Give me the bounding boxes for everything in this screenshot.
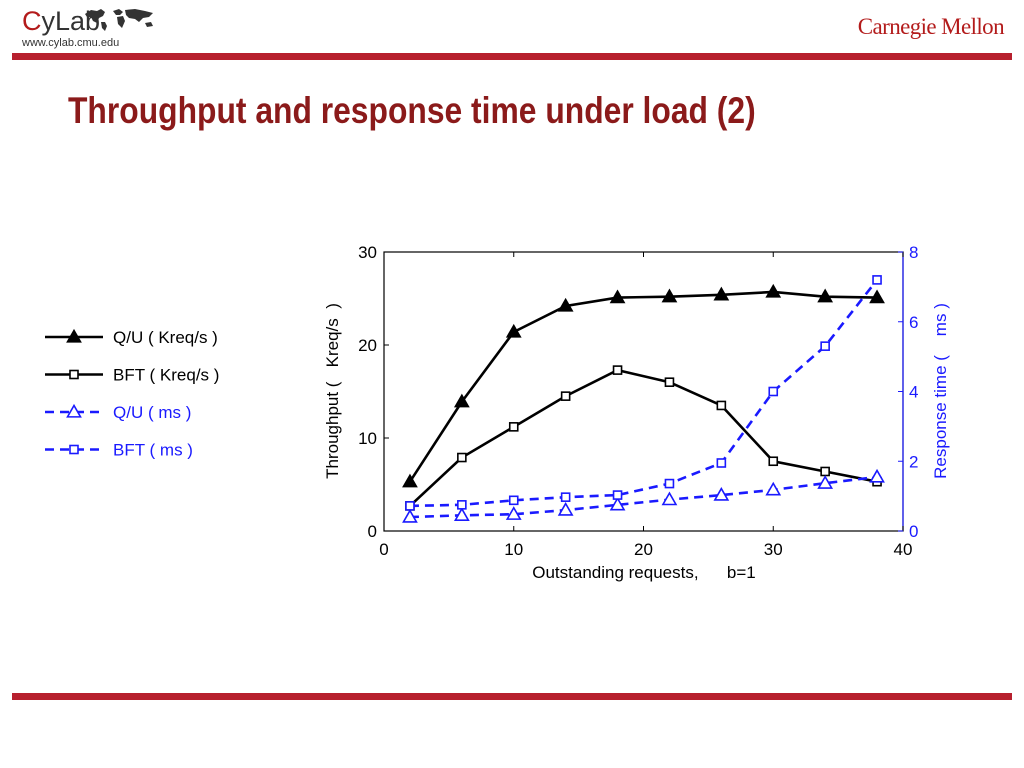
y-right-tick-label: 6 [909, 313, 918, 332]
world-map-icon [85, 9, 153, 31]
data-point-q-u-ms [661, 491, 678, 506]
data-point-q-u-ms [557, 501, 574, 516]
data-point-q-u-ms [713, 486, 730, 501]
x-tick-label: 0 [379, 540, 388, 559]
x-axis-label: Outstanding requests, b=1 [532, 563, 756, 582]
data-point-bft-ms [872, 275, 882, 285]
data-point-bft-ms [560, 492, 571, 502]
data-point-bft-kreq-s [716, 400, 727, 411]
series-line-bft-kreq-s [409, 368, 878, 507]
y-right-tick-label: 8 [909, 243, 918, 262]
legend-marker-bft-ms [69, 444, 79, 455]
y-right-tick-label: 4 [909, 383, 918, 402]
x-tick-label: 40 [894, 540, 913, 559]
data-point-q-u-ms [609, 496, 626, 511]
y-left-tick-label: 30 [358, 243, 377, 262]
data-point-q-u-ms [765, 481, 782, 496]
series-line-q-u-kreq-s [408, 290, 878, 483]
x-tick-label: 20 [634, 540, 653, 559]
x-tick-label: 10 [504, 540, 523, 559]
legend-marker-bft-kreq-s [69, 369, 79, 380]
data-point-q-u-kreq-s [765, 283, 782, 298]
y-left-tick-label: 20 [358, 336, 377, 355]
cylab-url: www.cylab.cmu.edu [22, 37, 120, 49]
data-point-bft-kreq-s [612, 365, 623, 375]
data-point-q-u-kreq-s [453, 393, 470, 408]
data-point-q-u-ms [505, 506, 522, 520]
cylab-logo: CyLab www.cylab.cmu.edu [22, 6, 119, 49]
data-point-q-u-kreq-s [713, 286, 730, 301]
data-point-q-u-kreq-s [661, 288, 678, 303]
data-point-bft-ms [664, 478, 675, 489]
data-point-q-u-kreq-s [402, 473, 418, 488]
legend-marker-q-u-kreq-s [66, 328, 82, 343]
slide-title: Throughput and response time under load … [68, 90, 756, 131]
data-point-q-u-kreq-s [505, 323, 522, 338]
data-point-bft-ms [508, 495, 519, 506]
x-tick-label: 30 [764, 540, 783, 559]
data-point-bft-ms [405, 501, 415, 511]
header-rule [12, 53, 1012, 60]
data-point-bft-ms [716, 458, 727, 468]
data-point-q-u-kreq-s [817, 288, 834, 303]
data-point-bft-kreq-s [508, 422, 519, 432]
y-axis-label-left: Throughput ( Kreq/s ) [323, 303, 342, 479]
data-point-bft-kreq-s [664, 377, 675, 388]
data-point-bft-kreq-s [820, 466, 830, 477]
data-point-bft-kreq-s [457, 452, 467, 463]
y-left-tick-label: 0 [368, 522, 377, 541]
data-point-q-u-kreq-s [557, 297, 574, 312]
legend-marker-q-u-ms [66, 403, 82, 418]
data-point-bft-kreq-s [768, 456, 779, 467]
data-point-q-u-kreq-s [869, 289, 885, 304]
data-point-q-u-kreq-s [609, 289, 626, 304]
carnegie-mellon-wordmark: Carnegie Mellon [857, 14, 1005, 39]
data-point-q-u-ms [402, 508, 418, 523]
data-point-bft-ms [768, 386, 779, 397]
legend-label-bft-ms: BFT ( ms ) [113, 441, 193, 460]
data-point-bft-ms [612, 490, 623, 500]
y-right-tick-label: 0 [909, 522, 918, 541]
legend-label-bft-kreq-s: BFT ( Kreq/s ) [113, 366, 219, 385]
data-point-bft-ms [820, 341, 830, 351]
data-point-bft-kreq-s [560, 391, 571, 401]
data-point-q-u-ms [453, 507, 470, 521]
series-line-bft-ms [409, 279, 879, 508]
cylab-logo-c: C [22, 6, 42, 36]
legend-label-q-u-kreq-s: Q/U ( Kreq/s ) [113, 328, 218, 347]
series-line-q-u-ms [409, 475, 878, 519]
legend-label-q-u-ms: Q/U ( ms ) [113, 403, 191, 422]
data-point-q-u-ms [817, 475, 834, 489]
y-axis-label-right: Response time ( ms ) [931, 303, 950, 479]
data-point-bft-ms [457, 500, 467, 510]
y-right-tick-label: 2 [909, 452, 918, 471]
footer-rule [12, 693, 1012, 700]
data-point-q-u-ms [869, 468, 885, 483]
y-left-tick-label: 10 [358, 429, 377, 448]
